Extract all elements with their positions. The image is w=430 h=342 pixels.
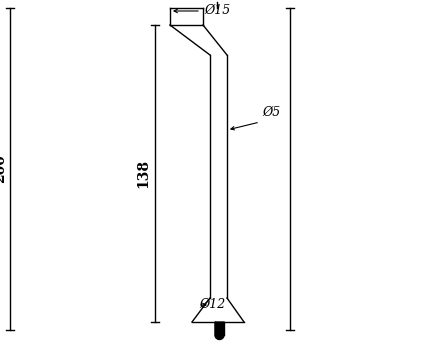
Text: Ø12: Ø12	[199, 298, 225, 311]
Text: 200: 200	[0, 155, 7, 183]
Text: Ø5: Ø5	[262, 105, 280, 118]
Polygon shape	[215, 322, 224, 340]
Text: 138: 138	[136, 159, 150, 188]
Text: Ø15: Ø15	[204, 3, 230, 16]
